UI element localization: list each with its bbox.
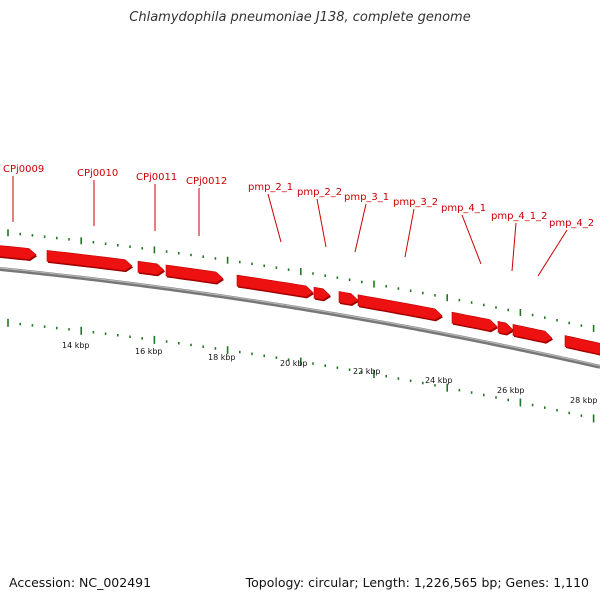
gene-arrow <box>236 274 314 298</box>
gene-leader-line <box>354 203 367 253</box>
accession-text: Accession: NC_002491 <box>9 575 152 590</box>
genome-summary-text: Topology: circular; Length: 1,226,565 bp… <box>245 575 589 590</box>
scale-label: 22 kbp <box>353 367 381 376</box>
backbone-highlight <box>0 267 600 367</box>
gene-leader-line <box>461 214 482 265</box>
gene-arrow <box>357 294 443 321</box>
genome-backbone <box>0 267 600 369</box>
scale-label: 16 kbp <box>135 347 163 356</box>
gene-label-pmp_2_2: pmp_2_2 <box>297 187 342 198</box>
gene-label-CPj0012: CPj0012 <box>186 176 227 187</box>
scale-label: 14 kbp <box>62 341 90 350</box>
gene-label-pmp_3_2: pmp_3_2 <box>393 197 438 208</box>
scale-label-track: 14 kbp 16 kbp 18 kbp 20 kbp 22 kbp 24 kbp 26 k… <box>62 341 598 405</box>
gene-track <box>0 245 600 356</box>
gene-label-pmp_3_1: pmp_3_1 <box>344 192 389 203</box>
gene-arrow <box>137 260 165 276</box>
gene-label-CPj0010: CPj0010 <box>77 168 118 179</box>
map-title: Chlamydophila pneumoniae J138, complete … <box>129 10 471 25</box>
gene-label-pmp_4_1: pmp_4_1 <box>441 203 486 214</box>
gene-arrow <box>497 320 514 335</box>
gene-arrow <box>46 250 133 271</box>
gene-arrow <box>564 335 600 355</box>
scale-label: 18 kbp <box>208 353 236 362</box>
gene-label-CPj0009: CPj0009 <box>3 164 44 175</box>
scale-label: 24 kbp <box>425 376 453 385</box>
gene-arrow <box>313 286 331 301</box>
gene-arrow <box>338 291 359 305</box>
gene-label-pmp_4_1_2: pmp_4_1_2 <box>491 211 548 222</box>
gc-track-bottom <box>7 318 595 423</box>
gene-arrow <box>451 311 498 332</box>
scale-label: 26 kbp <box>497 386 525 395</box>
gene-leader-line <box>316 198 327 248</box>
backbone-line <box>0 267 600 369</box>
gene-leader-line <box>511 222 517 272</box>
gene-leader-line <box>404 208 415 258</box>
gene-label-CPj0011: CPj0011 <box>136 172 177 183</box>
gene-arrow <box>165 264 224 284</box>
gene-label-track: CPj0009 CPj0010 CPj0011 CPj0012 pmp_2_1 pmp_2… <box>3 164 594 277</box>
gene-label-pmp_2_1: pmp_2_1 <box>248 182 293 193</box>
gene-leader-line <box>267 193 282 243</box>
scale-label: 20 kbp <box>280 359 308 368</box>
gc-track-top <box>7 229 595 332</box>
scale-label: 28 kbp <box>570 396 598 405</box>
gene-arrow <box>0 245 37 260</box>
gene-leader-line <box>537 229 568 277</box>
gene-arrow <box>512 324 553 343</box>
gene-label-pmp_4_2: pmp_4_2 <box>549 218 594 229</box>
